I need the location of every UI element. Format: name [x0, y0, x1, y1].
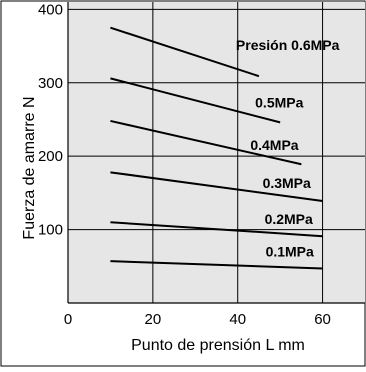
- series-labels: Presión 0.6MPa 0.5MPa 0.4MPa 0.3MPa 0.2MPa 0.…: [236, 37, 340, 259]
- plot-area: [68, 2, 365, 303]
- x-tick-label: 60: [314, 311, 331, 328]
- series-label: 0.3MPa: [263, 175, 311, 191]
- x-axis-title: Punto de prensión L mm: [131, 337, 305, 354]
- x-tick-label: 40: [229, 311, 246, 328]
- y-axis-title: Fuerza de amarre N: [21, 96, 38, 239]
- series-label: 0.2MPa: [265, 211, 313, 227]
- y-tick-label: 100: [38, 222, 63, 239]
- series-line: [110, 26, 260, 78]
- series-line: [110, 77, 281, 124]
- series-label: 0.4MPa: [250, 137, 298, 153]
- series-label: Presión 0.6MPa: [236, 37, 340, 53]
- series-label: 0.1MPa: [266, 243, 314, 259]
- grid: [68, 2, 365, 303]
- x-tick-label: 0: [64, 311, 72, 328]
- series-lines: [110, 26, 323, 270]
- tick-labels: 0 20 40 60 100 200 300 400: [38, 1, 331, 328]
- axes: [67, 2, 365, 304]
- series-label: 0.5MPa: [255, 94, 303, 110]
- y-tick-label: 300: [38, 75, 63, 92]
- y-tick-label: 200: [38, 148, 63, 165]
- series-line: [110, 171, 323, 202]
- y-tick-label: 400: [38, 1, 63, 18]
- series-line: [110, 119, 302, 166]
- x-tick-label: 20: [145, 311, 162, 328]
- series-line: [110, 221, 323, 238]
- series-line: [110, 260, 323, 270]
